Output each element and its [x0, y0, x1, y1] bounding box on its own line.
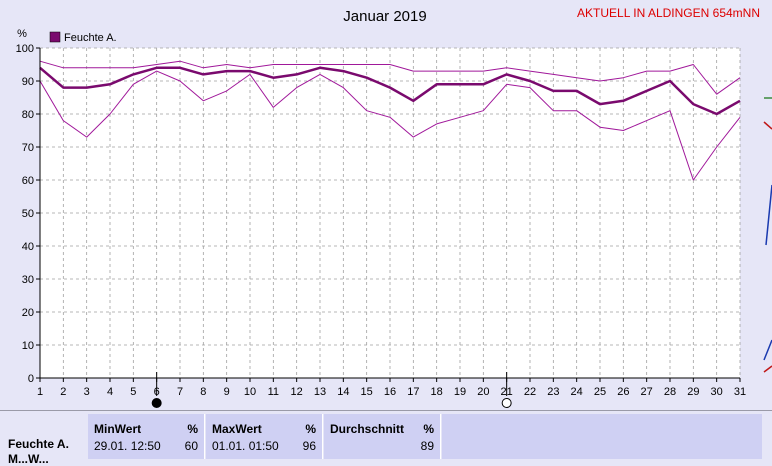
max-header: MaxWert	[212, 422, 262, 436]
y-tick-label: 100	[16, 43, 34, 55]
avg-value: 89	[420, 439, 434, 453]
x-tick-label: 17	[407, 386, 419, 398]
y-tick-label: 20	[22, 307, 34, 319]
x-tick-label: 9	[224, 386, 230, 398]
x-tick-label: 26	[617, 386, 629, 398]
x-tick-label: 4	[107, 386, 113, 398]
max-cell: MaxWert % 01.01. 01:50 96	[206, 414, 323, 459]
y-tick-label: 40	[22, 241, 34, 253]
y-tick-label: 30	[22, 274, 34, 286]
y-tick-label: 60	[22, 175, 34, 187]
x-tick-label: 25	[594, 386, 606, 398]
max-time: 01.01. 01:50	[212, 439, 279, 453]
x-tick-label: 8	[200, 386, 206, 398]
chart-title: Januar 2019	[343, 8, 426, 25]
x-tick-label: 13	[314, 386, 326, 398]
footer-row-label-2: M...W...	[8, 452, 49, 466]
max-unit: %	[305, 422, 316, 436]
statistics-footer: Feuchte A. M...W... MinWert % 29.01. 12:…	[0, 410, 772, 466]
x-axis: 1234567891011121314151617181920212223242…	[37, 378, 746, 398]
x-tick-label: 5	[130, 386, 136, 398]
avg-cell: Durchschnitt % 89	[324, 414, 441, 459]
x-tick-label: 20	[477, 386, 489, 398]
min-time: 29.01. 12:50	[94, 439, 161, 453]
y-axis: 0 10 20 30 40 50 60 70 80 90 100	[16, 43, 40, 385]
empty-cell	[442, 414, 762, 459]
full-moon-icon	[501, 398, 512, 408]
series-line-max	[39, 60, 741, 95]
x-tick-label: 30	[711, 386, 723, 398]
x-tick-label: 27	[641, 386, 653, 398]
x-tick-label: 15	[361, 386, 373, 398]
y-tick-label: 80	[22, 109, 34, 121]
x-tick-label: 11	[268, 386, 279, 398]
min-unit: %	[187, 422, 198, 436]
y-tick-label: 0	[28, 373, 34, 385]
y-tick-label: 70	[22, 142, 34, 154]
avg-unit: %	[423, 422, 434, 436]
series-lines	[39, 60, 741, 181]
x-tick-label: 23	[547, 386, 559, 398]
x-tick-label: 24	[571, 386, 583, 398]
x-tick-label: 12	[291, 386, 303, 398]
x-tick-label: 10	[244, 386, 256, 398]
y-tick-label: 50	[22, 208, 34, 220]
x-tick-label: 16	[384, 386, 396, 398]
x-tick-label: 7	[177, 386, 183, 398]
x-tick-label: 19	[454, 386, 466, 398]
right-edge-fragment	[763, 97, 772, 373]
x-tick-label: 29	[687, 386, 699, 398]
x-tick-label: 3	[84, 386, 90, 398]
y-unit-label: %	[17, 28, 27, 40]
y-tick-label: 10	[22, 340, 34, 352]
series-line-mean	[39, 66, 741, 116]
station-label: AKTUELL IN ALDINGEN 654mNN	[577, 6, 760, 20]
humidity-chart: Januar 2019 AKTUELL IN ALDINGEN 654mNN %…	[16, 6, 772, 408]
x-tick-label: 14	[337, 386, 349, 398]
x-tick-label: 18	[431, 386, 443, 398]
min-cell: MinWert % 29.01. 12:50 60	[88, 414, 205, 459]
avg-header: Durchschnitt	[330, 422, 405, 436]
min-value: 60	[184, 439, 198, 453]
moon-markers	[151, 372, 512, 408]
legend-swatch	[49, 31, 61, 43]
x-tick-label: 1	[37, 386, 43, 398]
footer-row-label: Feuchte A.	[8, 437, 69, 451]
x-tick-label: 22	[524, 386, 536, 398]
y-tick-label: 90	[22, 76, 34, 88]
grid	[40, 47, 741, 378]
x-tick-label: 2	[60, 386, 66, 398]
legend: Feuchte A.	[49, 31, 117, 44]
min-header: MinWert	[94, 422, 142, 436]
series-line-min	[39, 70, 741, 181]
max-value: 96	[302, 439, 316, 453]
new-moon-icon	[151, 398, 162, 408]
x-tick-label: 28	[664, 386, 676, 398]
x-tick-label: 31	[734, 386, 746, 398]
legend-label: Feuchte A.	[64, 32, 117, 44]
